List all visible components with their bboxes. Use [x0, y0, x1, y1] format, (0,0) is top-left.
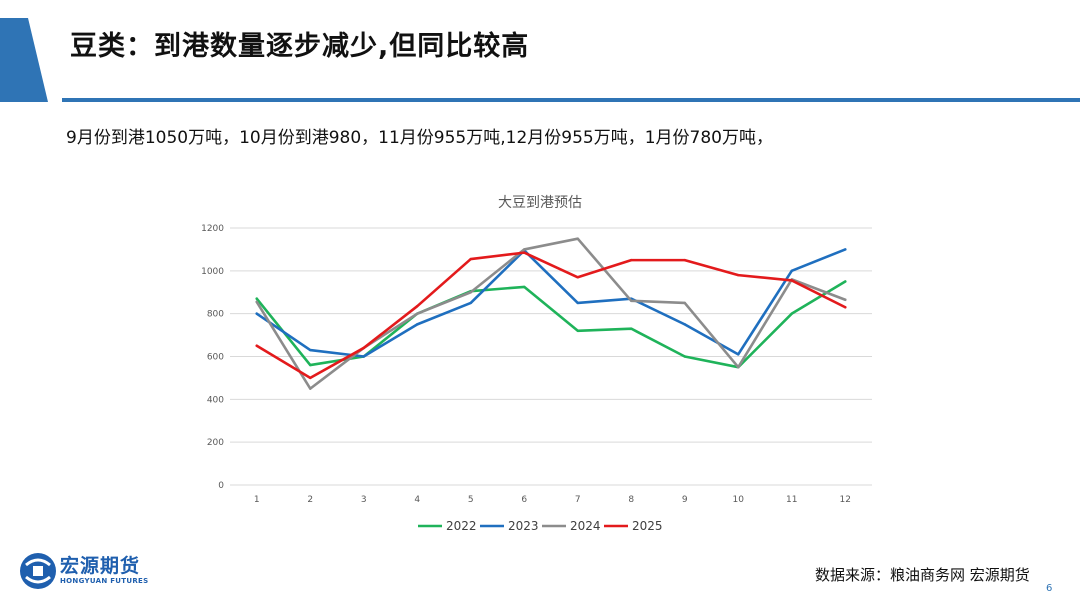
data-point-2023-11	[790, 269, 793, 273]
data-point-2024-4	[416, 312, 419, 315]
data-point-2025-7	[576, 276, 579, 279]
x-tick-label: 11	[786, 495, 797, 505]
page-title: 豆类：到港数量逐步减少,但同比较高	[70, 31, 530, 62]
data-point-2024-7	[576, 237, 579, 240]
data-point-2025-3	[362, 346, 365, 350]
data-point-2024-10	[737, 366, 740, 369]
title-accent-shape	[0, 18, 48, 102]
series-line-2022	[255, 280, 847, 369]
x-tick-label: 8	[628, 495, 634, 505]
x-tick-label: 3	[361, 495, 367, 505]
data-point-2024-6	[523, 248, 526, 251]
data-point-2025-6	[523, 251, 526, 254]
data-point-2025-4	[416, 304, 419, 308]
series-line-2024	[255, 237, 847, 390]
data-point-2022-7	[576, 329, 579, 332]
y-tick-label: 200	[207, 438, 224, 448]
x-tick-label: 5	[468, 495, 474, 505]
data-point-2024-8	[630, 299, 633, 303]
arrival-summary-text: 9月份到港1050万吨，10月份到港980，11月份955万吨,12月份955万…	[66, 128, 773, 148]
company-logo: 宏源期货 HONGYUAN FUTURES	[18, 551, 178, 591]
legend-label-2024: 2024	[570, 519, 601, 533]
data-point-2022-9	[683, 355, 686, 358]
y-tick-label: 800	[207, 310, 224, 320]
x-tick-label: 2	[307, 495, 313, 505]
x-tick-label: 1	[254, 495, 260, 505]
data-point-2023-4	[416, 323, 419, 326]
data-point-2022-11	[790, 312, 793, 315]
data-point-2023-5	[469, 301, 472, 305]
y-tick-label: 0	[218, 481, 224, 491]
data-point-2022-1	[255, 297, 258, 300]
data-point-2023-2	[309, 348, 312, 352]
x-tick-label: 4	[414, 495, 420, 505]
y-tick-label: 1200	[201, 224, 224, 234]
data-point-2023-9	[683, 323, 686, 326]
logo-text-cn: 宏源期货	[60, 555, 141, 577]
hongyuan-logo-icon	[20, 553, 56, 589]
soybean-arrival-chart: 大豆到港预估 0 200 400 600 800 1000 1200 1 2 3 4 5 6 7 8 9 10 1…	[190, 186, 890, 546]
data-point-2025-9	[683, 258, 686, 262]
data-point-2025-12	[844, 306, 847, 309]
data-point-2025-2	[309, 376, 312, 380]
data-point-2022-2	[309, 363, 312, 367]
data-point-2025-5	[469, 257, 472, 261]
data-point-2022-12	[844, 280, 847, 283]
title-rule	[62, 98, 1080, 102]
x-tick-label: 6	[521, 495, 527, 505]
data-point-2022-6	[523, 285, 526, 289]
x-tick-label: 10	[733, 495, 745, 505]
y-tick-label: 1000	[201, 267, 224, 277]
y-tick-label: 600	[207, 353, 224, 363]
data-point-2023-12	[844, 248, 847, 251]
x-tick-label: 9	[682, 495, 688, 505]
data-point-2025-11	[790, 279, 793, 282]
data-point-2025-1	[255, 344, 258, 347]
data-point-2024-2	[309, 387, 312, 390]
data-point-2024-1	[255, 300, 258, 304]
logo-text-en: HONGYUAN FUTURES	[60, 577, 149, 585]
x-tick-label: 12	[840, 495, 851, 505]
legend-label-2022: 2022	[446, 519, 477, 533]
y-tick-label: 400	[207, 395, 224, 405]
data-point-2022-8	[630, 327, 633, 330]
x-tick-label: 7	[575, 495, 581, 505]
data-point-2023-10	[737, 353, 740, 356]
data-point-2023-3	[362, 355, 365, 358]
legend-label-2025: 2025	[632, 519, 663, 533]
chart-title: 大豆到港预估	[498, 195, 582, 211]
legend-label-2023: 2023	[508, 519, 539, 533]
data-source-note: 数据来源：粮油商务网 宏源期货	[815, 566, 1030, 584]
data-point-2025-10	[737, 273, 740, 277]
data-point-2023-1	[255, 312, 258, 315]
data-point-2025-8	[630, 258, 633, 262]
page-number: 6	[1046, 583, 1053, 594]
data-point-2024-12	[844, 298, 847, 301]
data-point-2024-5	[469, 291, 472, 294]
data-point-2023-7	[576, 301, 579, 305]
data-point-2024-9	[683, 301, 686, 305]
series-line-2025	[255, 251, 847, 380]
